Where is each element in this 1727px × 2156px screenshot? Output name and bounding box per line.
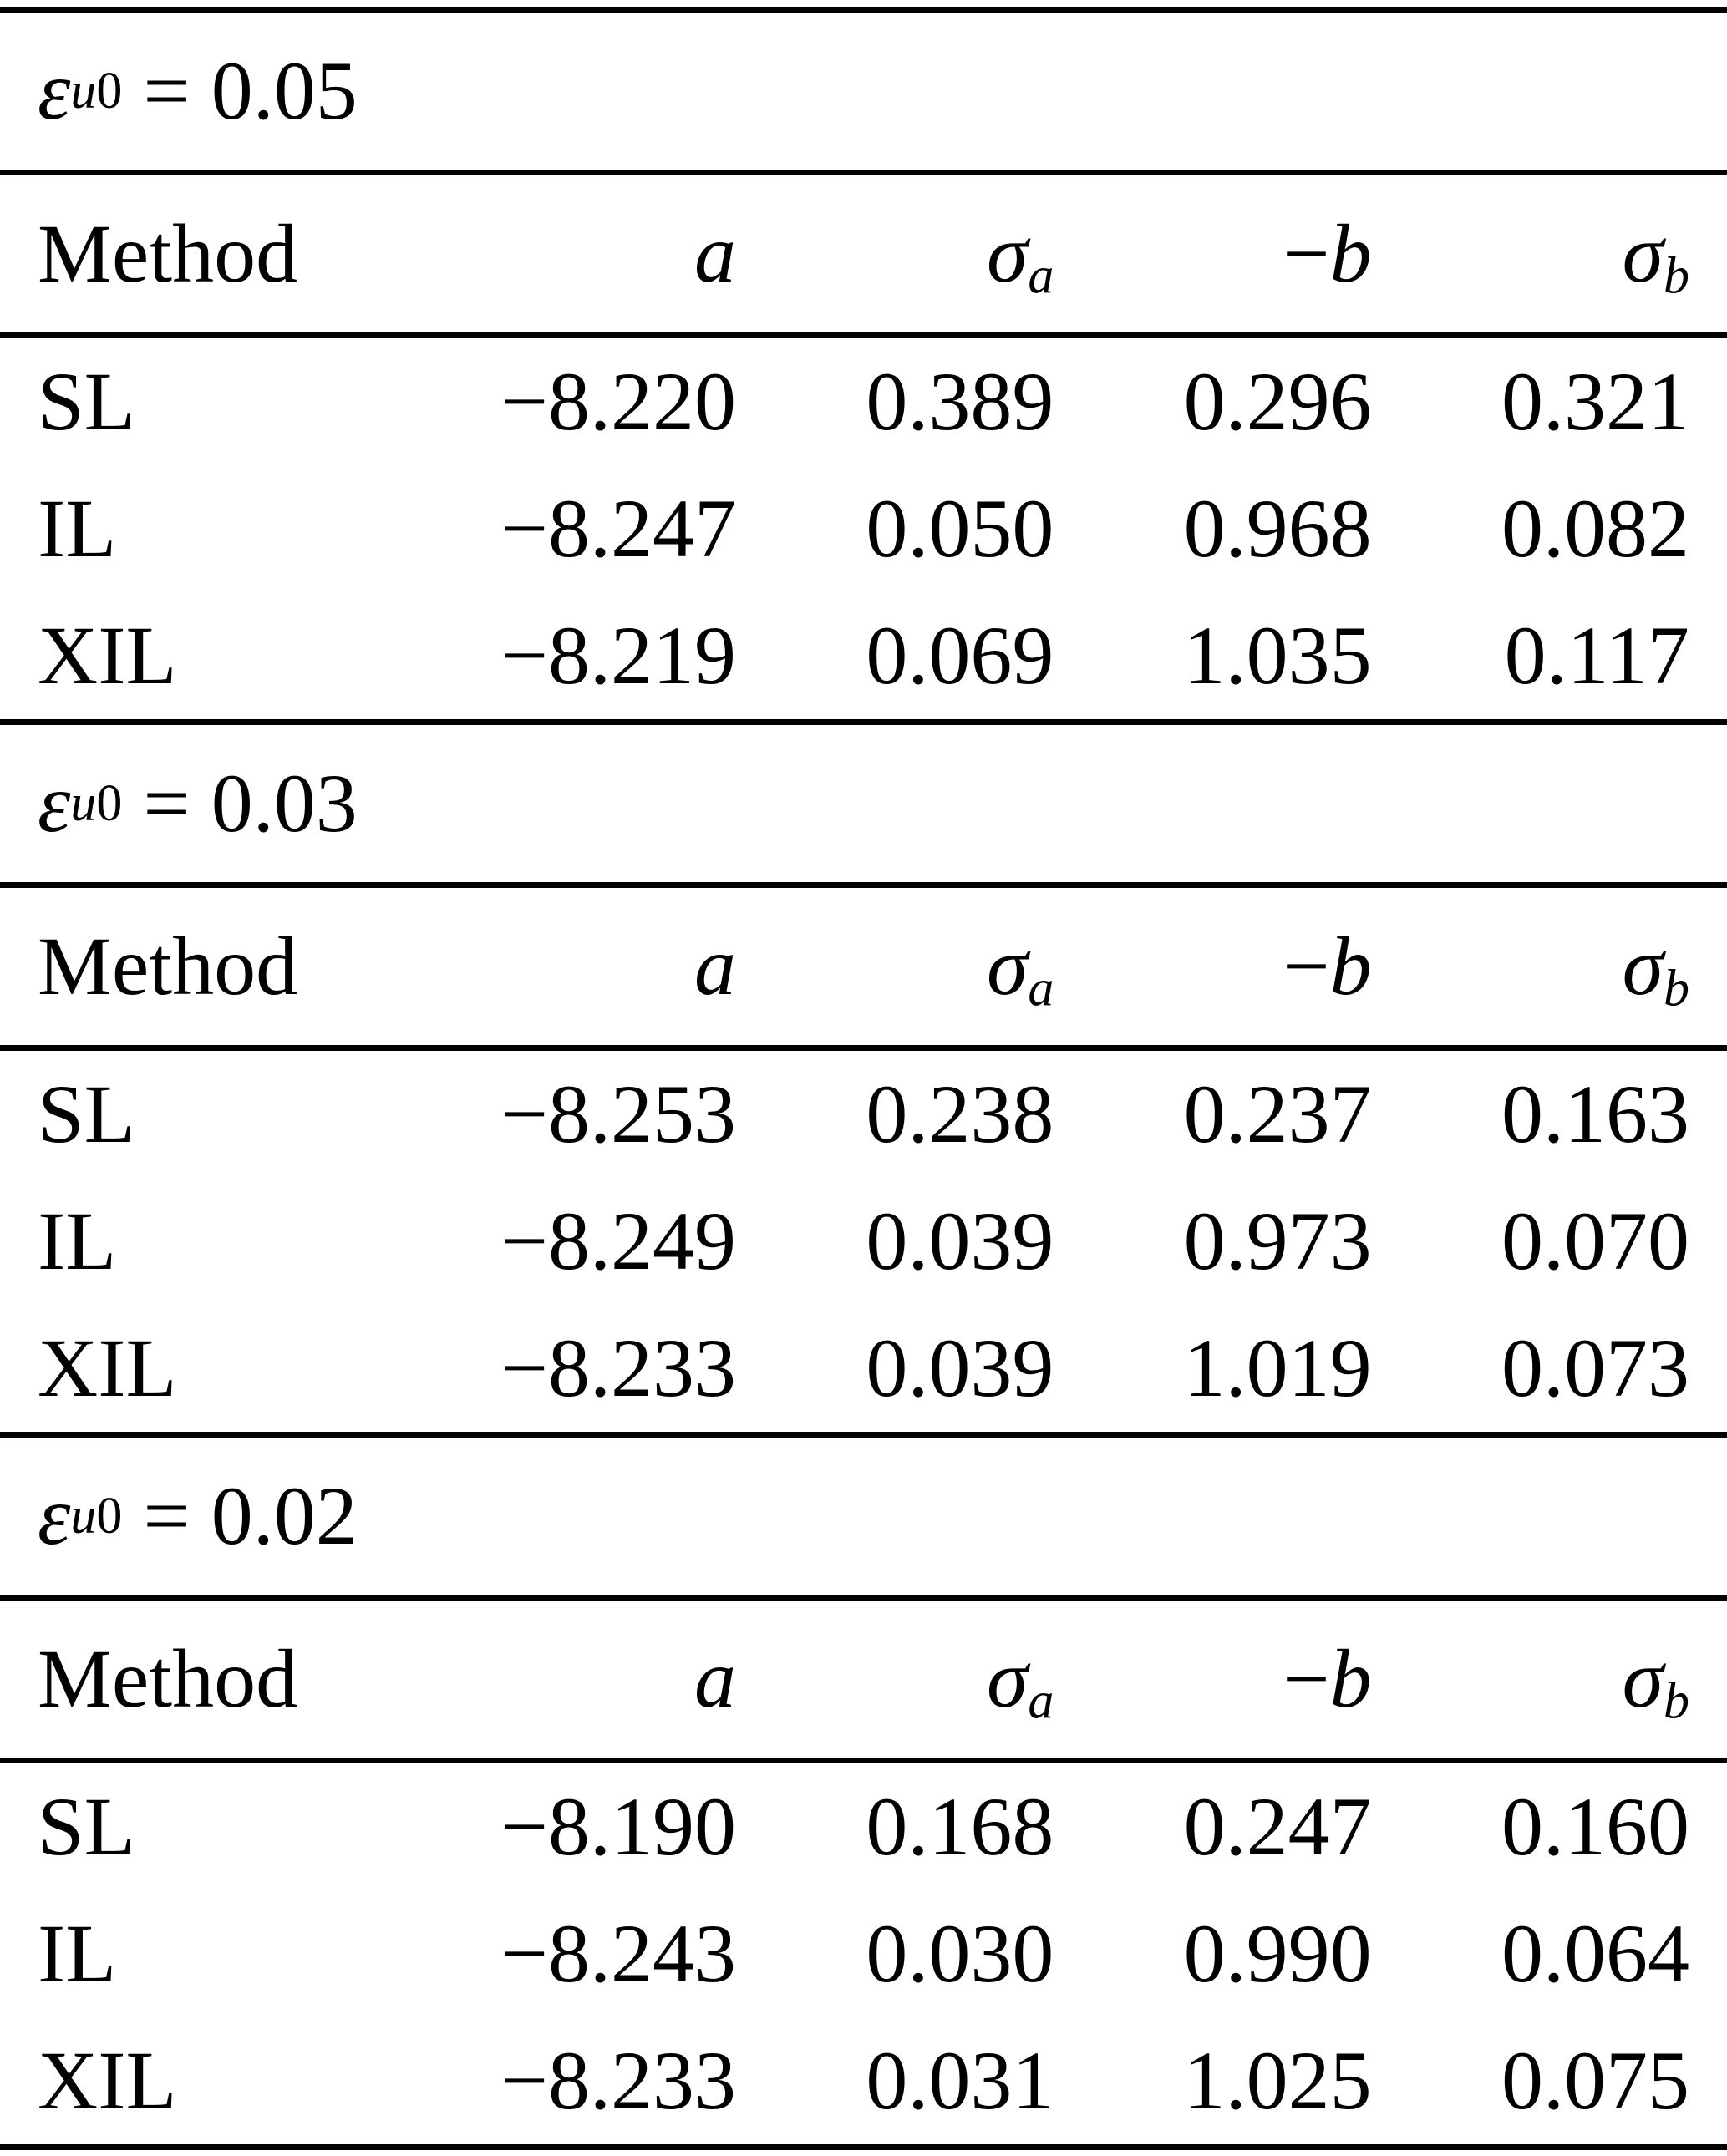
cell-sigma-b: 0.075 [1501, 2034, 1689, 2127]
cell-a: −8.249 [500, 1195, 736, 1287]
cell-method: XIL [38, 2034, 177, 2127]
col-header-sigma-b: σb [1622, 1632, 1689, 1730]
section-title: ε u0 = 0.05 [38, 44, 358, 137]
cell-method: IL [38, 1907, 117, 2000]
table-row: XIL −8.233 0.039 1.019 0.073 [0, 1305, 1727, 1432]
cell-minus-b: 0.968 [1183, 482, 1372, 575]
cell-a: −8.253 [500, 1068, 736, 1160]
cell-minus-b: 0.296 [1183, 355, 1372, 448]
cell-sigma-b: 0.117 [1504, 609, 1689, 702]
col-header-method: Method [38, 207, 298, 300]
cell-a: −8.190 [500, 1780, 736, 1873]
col-header-minus-b: −b [1283, 920, 1372, 1012]
cell-sigma-a: 0.069 [866, 609, 1054, 702]
cell-minus-b: 1.025 [1183, 2034, 1372, 2127]
cell-a: −8.243 [500, 1907, 736, 2000]
column-header-row: Method a σa −b σb [0, 888, 1727, 1045]
horizontal-rule [0, 332, 1727, 338]
cell-method: SL [38, 1780, 135, 1873]
horizontal-rule [0, 1595, 1727, 1601]
cell-minus-b: 0.247 [1183, 1780, 1372, 1873]
horizontal-rule [0, 1432, 1727, 1438]
horizontal-rule [0, 1758, 1727, 1763]
col-header-method: Method [38, 920, 298, 1012]
horizontal-rule [0, 170, 1727, 175]
table-row: SL −8.220 0.389 0.296 0.321 [0, 338, 1727, 465]
column-header-row: Method a σa −b σb [0, 175, 1727, 332]
horizontal-rule [0, 7, 1727, 13]
cell-sigma-a: 0.039 [866, 1195, 1054, 1287]
cell-sigma-a: 0.168 [866, 1780, 1054, 1873]
results-table: ε u0 = 0.05 Method a σa −b σb SL −8.220 0… [0, 7, 1727, 2150]
cell-sigma-a: 0.389 [866, 355, 1054, 448]
horizontal-rule [0, 882, 1727, 888]
cell-sigma-b: 0.321 [1501, 355, 1689, 448]
cell-a: −8.247 [500, 482, 736, 575]
section-eps-0-03: ε u0 = 0.03 Method a σa −b σb SL −8.253 0… [0, 725, 1727, 1432]
epsilon-symbol: ε [38, 1469, 71, 1562]
data-rows: SL −8.220 0.389 0.296 0.321 IL −8.247 0.… [0, 338, 1727, 719]
col-header-sigma-a: σa [986, 207, 1054, 305]
col-header-a: a [694, 920, 736, 1012]
cell-method: IL [38, 1195, 117, 1287]
table-row: IL −8.249 0.039 0.973 0.070 [0, 1178, 1727, 1305]
cell-sigma-a: 0.030 [866, 1907, 1054, 2000]
epsilon-symbol: ε [38, 757, 71, 850]
table-row: XIL −8.219 0.069 1.035 0.117 [0, 592, 1727, 719]
horizontal-rule [0, 1045, 1727, 1051]
cell-sigma-b: 0.082 [1501, 482, 1689, 575]
table-row: IL −8.243 0.030 0.990 0.064 [0, 1890, 1727, 2017]
col-header-minus-b: −b [1283, 207, 1372, 300]
cell-sigma-a: 0.031 [866, 2034, 1054, 2127]
cell-a: −8.219 [500, 609, 736, 702]
section-title: ε u0 = 0.03 [38, 757, 358, 850]
cell-sigma-a: 0.050 [866, 482, 1054, 575]
cell-a: −8.233 [500, 1322, 736, 1414]
cell-minus-b: 0.973 [1183, 1195, 1372, 1287]
section-param-value: = 0.02 [122, 1469, 358, 1562]
col-header-a: a [694, 1632, 736, 1725]
cell-sigma-b: 0.070 [1501, 1195, 1689, 1287]
epsilon-symbol: ε [38, 44, 71, 137]
data-rows: SL −8.253 0.238 0.237 0.163 IL −8.249 0.… [0, 1051, 1727, 1432]
col-header-method: Method [38, 1632, 298, 1725]
cell-minus-b: 1.019 [1183, 1322, 1372, 1414]
col-header-sigma-a: σa [986, 1632, 1054, 1730]
section-eps-0-05: ε u0 = 0.05 Method a σa −b σb SL −8.220 0… [0, 13, 1727, 719]
col-header-sigma-a: σa [986, 920, 1054, 1017]
col-header-sigma-b: σb [1622, 920, 1689, 1017]
column-header-row: Method a σa −b σb [0, 1601, 1727, 1758]
cell-sigma-a: 0.238 [866, 1068, 1054, 1160]
cell-method: XIL [38, 1322, 177, 1414]
cell-minus-b: 1.035 [1183, 609, 1372, 702]
section-eps-0-02: ε u0 = 0.02 Method a σa −b σb SL −8.190 0… [0, 1438, 1727, 2144]
col-header-minus-b: −b [1283, 1632, 1372, 1725]
cell-sigma-b: 0.163 [1501, 1068, 1689, 1160]
cell-sigma-b: 0.064 [1501, 1907, 1689, 2000]
section-param-value: = 0.05 [122, 44, 358, 137]
cell-method: XIL [38, 609, 177, 702]
table-row: SL −8.253 0.238 0.237 0.163 [0, 1051, 1727, 1178]
cell-a: −8.220 [500, 355, 736, 448]
table-row: SL −8.190 0.168 0.247 0.160 [0, 1763, 1727, 1890]
col-header-sigma-b: σb [1622, 207, 1689, 305]
cell-minus-b: 0.237 [1183, 1068, 1372, 1160]
cell-sigma-a: 0.039 [866, 1322, 1054, 1414]
cell-method: SL [38, 1068, 135, 1160]
cell-method: IL [38, 482, 117, 575]
section-title: ε u0 = 0.02 [38, 1469, 358, 1562]
horizontal-rule [0, 2144, 1727, 2150]
section-param-value: = 0.03 [122, 757, 358, 850]
cell-a: −8.233 [500, 2034, 736, 2127]
cell-sigma-b: 0.073 [1501, 1322, 1689, 1414]
table-row: XIL −8.233 0.031 1.025 0.075 [0, 2017, 1727, 2144]
horizontal-rule [0, 719, 1727, 725]
col-header-a: a [694, 207, 736, 300]
cell-method: SL [38, 355, 135, 448]
table-row: IL −8.247 0.050 0.968 0.082 [0, 465, 1727, 592]
data-rows: SL −8.190 0.168 0.247 0.160 IL −8.243 0.… [0, 1763, 1727, 2144]
cell-sigma-b: 0.160 [1501, 1780, 1689, 1873]
cell-minus-b: 0.990 [1183, 1907, 1372, 2000]
